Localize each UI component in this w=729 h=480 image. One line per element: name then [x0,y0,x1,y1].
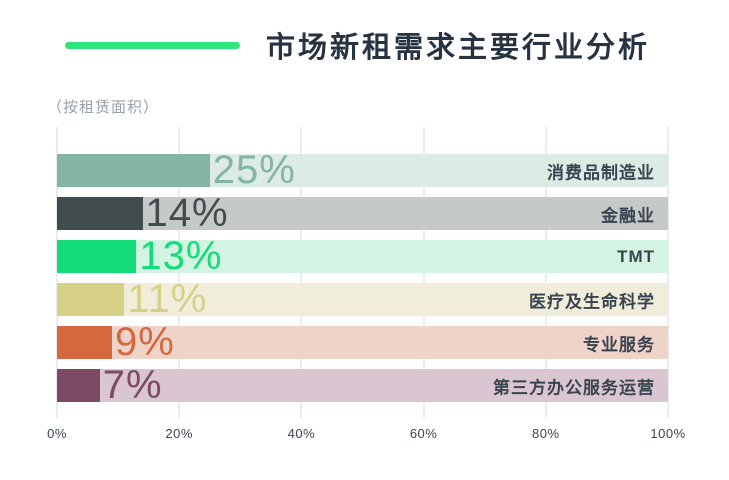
x-tick-label: 40% [287,426,316,441]
chart-subtitle: （按租赁面积） [47,99,160,116]
bar-row: 7% 第三方办公服务运营 [57,365,668,405]
bar-row: 14% 金融业 [57,193,668,233]
x-axis: 0% 20% 40% 60% 80% 100% [47,426,685,446]
plot-area: 25% 消费品制造业 14% 金融业 13% TMT 11% 医疗及生命科学 9% 专业服务 7% 第… [56,127,669,418]
bar-value-label: 14% [145,190,229,235]
chart-header: 市场新租需求主要行业分析 [0,28,729,64]
bar-category-label: 第三方办公服务运营 [493,378,655,397]
bar-row: 13% TMT [57,236,668,276]
bar-category-label: 消费品制造业 [547,163,655,182]
bar-rows: 25% 消费品制造业 14% 金融业 13% TMT 11% 医疗及生命科学 9% 专业服务 7% 第… [57,150,668,405]
bar-row: 11% 医疗及生命科学 [57,279,668,319]
bar-category-label: 金融业 [601,206,655,225]
bar-value-label: 11% [127,276,208,321]
bar-track [57,197,668,230]
bar-fill [57,154,210,187]
bar-category-label: 医疗及生命科学 [529,292,655,311]
bar-value-label: 7% [102,362,163,407]
bar-category-label: 专业服务 [583,335,655,354]
bar-fill [57,240,137,273]
x-tick-label: 60% [409,426,438,441]
bar-track [57,283,668,316]
bar-row: 9% 专业服务 [57,322,668,362]
bar-fill [57,326,112,359]
bar-category-label: TMT [617,246,655,266]
accent-line [65,41,240,49]
bar-value-label: 13% [139,233,223,278]
x-tick-label: 80% [532,426,560,441]
bar-track [57,240,668,273]
bar-fill [57,369,100,402]
x-tick-label: 0% [47,426,67,441]
x-tick-label: 100% [650,426,686,441]
bar-fill [57,283,125,316]
bar-row: 25% 消费品制造业 [57,150,668,190]
gridline [667,127,669,418]
bar-fill [57,197,143,230]
bar-chart: 25% 消费品制造业 14% 金融业 13% TMT 11% 医疗及生命科学 9% 专业服务 7% 第… [56,127,669,418]
bar-track [57,326,668,359]
bar-value-label: 9% [114,319,175,364]
bar-value-label: 25% [212,147,296,192]
bar-track [57,369,668,402]
chart-title: 市场新租需求主要行业分析 [266,32,651,64]
x-tick-label: 20% [165,426,193,441]
